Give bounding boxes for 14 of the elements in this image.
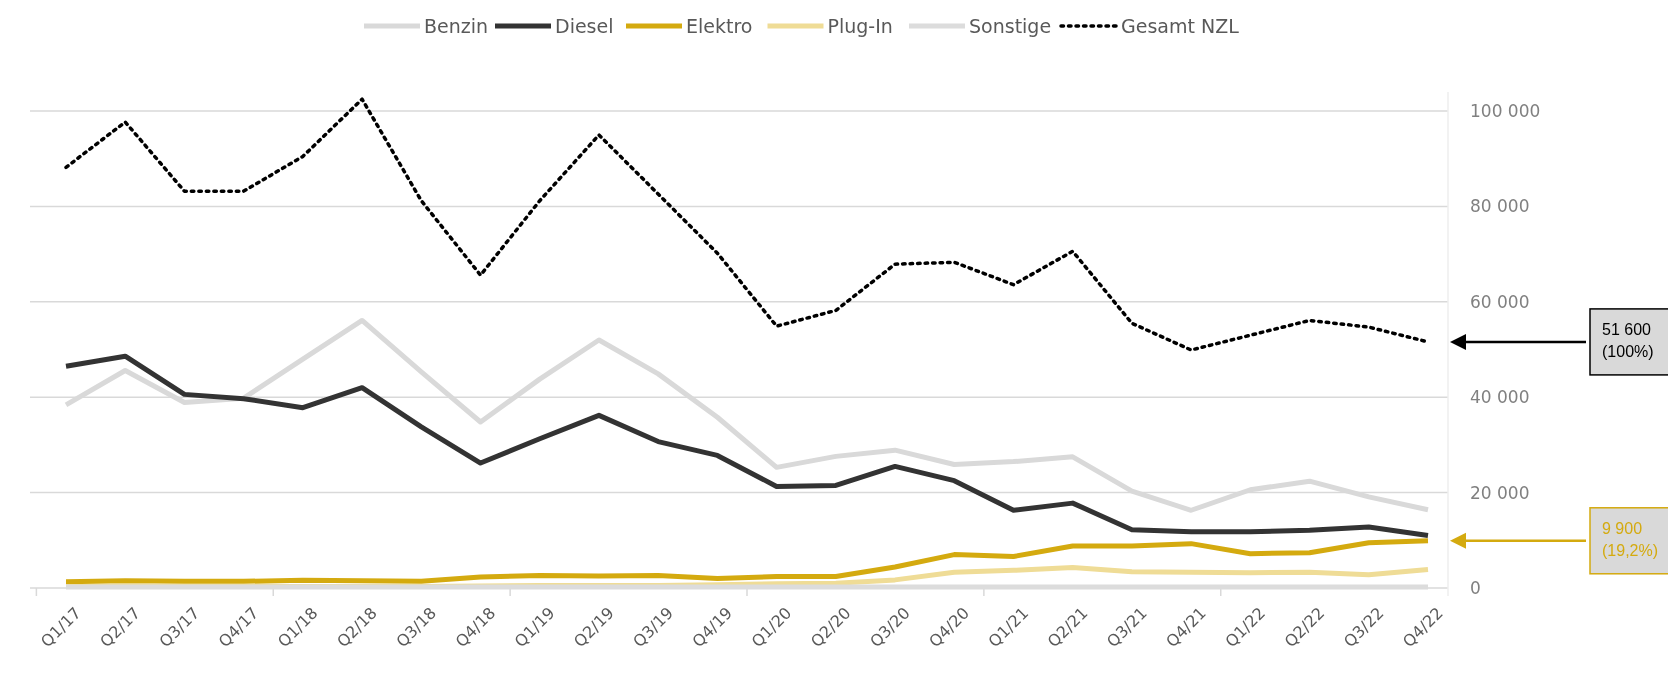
y-tick-label: 40 000	[1470, 387, 1530, 408]
text: 9 900 (19,2%)	[1602, 519, 1659, 559]
y-tick-label: 80 000	[1470, 196, 1530, 217]
legend-label: Sonstige	[969, 14, 1052, 37]
legend-label: Benzin	[424, 14, 489, 37]
y-tick-label: 60 000	[1470, 291, 1530, 312]
y-tick-label: 0	[1470, 577, 1481, 598]
y-tick-label: 100 000	[1470, 101, 1541, 122]
legend-label: Diesel	[555, 14, 614, 37]
legend-label: Gesamt NZL	[1121, 14, 1240, 37]
legend-label: Elektro	[686, 14, 753, 37]
text: 51 600 (100%)	[1602, 320, 1654, 360]
y-tick-label: 20 000	[1470, 482, 1530, 503]
legend-label: Plug-In	[827, 14, 893, 37]
